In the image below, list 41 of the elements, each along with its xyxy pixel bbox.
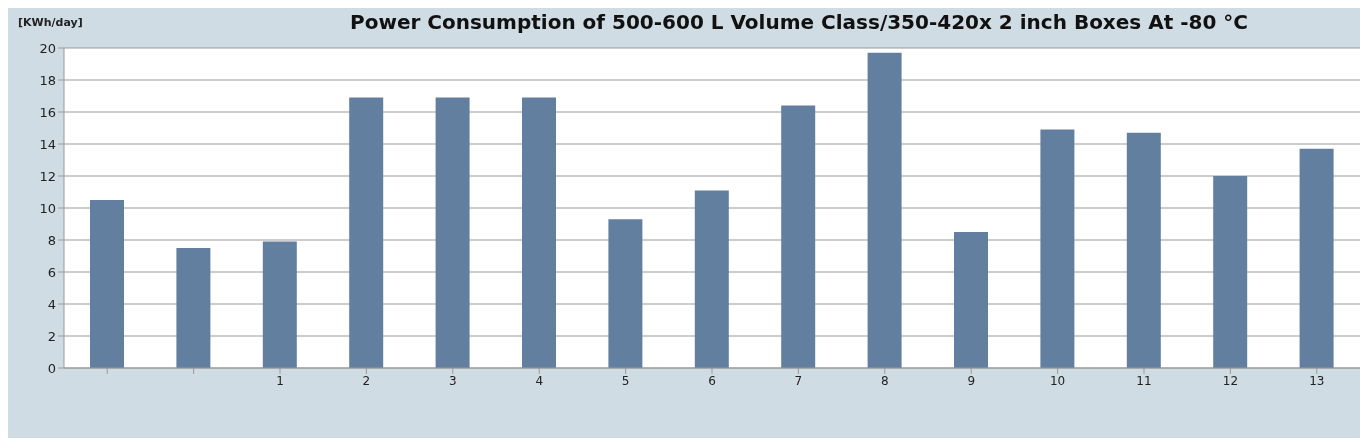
chart-title: Power Consumption of 500-600 L Volume Class/350-420x 2 inch Boxes At -80 °C [349,10,1249,34]
x-tick-label: 1 [276,373,284,388]
y-tick-label: 14 [39,136,56,152]
bar [522,97,556,368]
bar [349,97,384,368]
y-tick-label: 8 [47,232,56,248]
y-tick-label: 16 [39,104,56,120]
x-tick-label: 6 [708,373,716,388]
y-tick-label: 10 [39,200,56,216]
y-tick-label: 12 [39,168,56,184]
x-tick-label: 11 [1136,373,1152,388]
bar [435,97,470,368]
bar [1213,176,1248,368]
x-tick-label: 8 [880,373,889,388]
y-tick-label: 18 [39,72,56,88]
y-tick-label: 0 [47,360,56,376]
y-tick-label: 6 [47,264,56,280]
x-tick-label: 4 [535,373,544,388]
y-tick-label: 4 [47,296,56,312]
y-tick-label: 20 [39,40,56,56]
bar [694,190,729,368]
bar [781,105,816,368]
bar [954,232,988,368]
x-tick-label: 10 [1049,373,1066,388]
bar [867,52,902,368]
x-tick-label: 5 [621,373,630,388]
x-tick-label: 13 [1309,373,1325,388]
bar [176,248,211,368]
x-tick-label: 7 [794,373,803,388]
bar [90,200,124,368]
bar [1126,132,1161,368]
bar [262,241,297,368]
x-tick-label: 3 [448,373,457,388]
bar [1040,129,1075,368]
x-tick-label: 9 [967,373,976,388]
bar [608,219,643,368]
x-tick-label: 12 [1222,373,1239,388]
bar [1299,148,1334,368]
x-tick-label: 2 [362,373,371,388]
y-tick-label: 2 [47,328,56,344]
y-axis-title: [KWh/day] [18,16,83,29]
